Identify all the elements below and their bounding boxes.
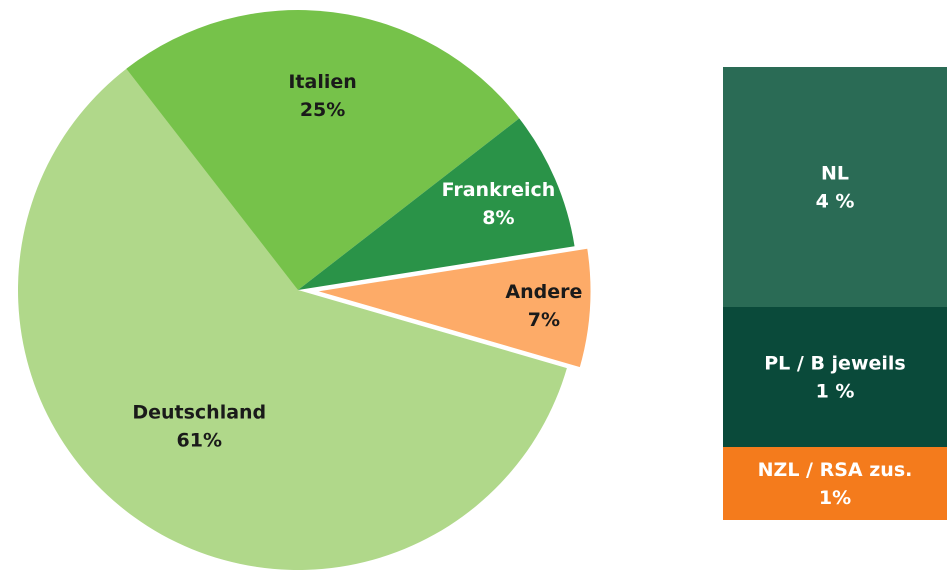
breakdown-label: NZL / RSA zus. bbox=[758, 459, 913, 481]
pie-slice bbox=[17, 58, 567, 570]
pie-slice bbox=[311, 245, 594, 371]
pie-slice bbox=[298, 118, 575, 291]
slice-label: Andere bbox=[505, 281, 582, 303]
breakdown-box bbox=[723, 67, 947, 307]
slice-label: Frankreich bbox=[442, 179, 556, 201]
breakdown-label: PL / B jeweils bbox=[764, 353, 905, 375]
slice-value: 7% bbox=[528, 309, 560, 331]
breakdown-box bbox=[723, 307, 947, 447]
breakdown-value: 1% bbox=[819, 487, 851, 509]
pie-slice bbox=[126, 10, 520, 290]
breakdown-label: NL bbox=[821, 163, 849, 185]
slice-label: Deutschland bbox=[132, 401, 266, 423]
breakdown-box bbox=[723, 447, 947, 520]
breakdown-value: 4 % bbox=[816, 191, 855, 213]
slice-value: 25% bbox=[300, 99, 345, 121]
slice-value: 61% bbox=[177, 429, 222, 451]
breakdown-value: 1 % bbox=[816, 381, 855, 403]
slice-label: Italien bbox=[288, 71, 356, 93]
slice-value: 8% bbox=[482, 207, 514, 229]
